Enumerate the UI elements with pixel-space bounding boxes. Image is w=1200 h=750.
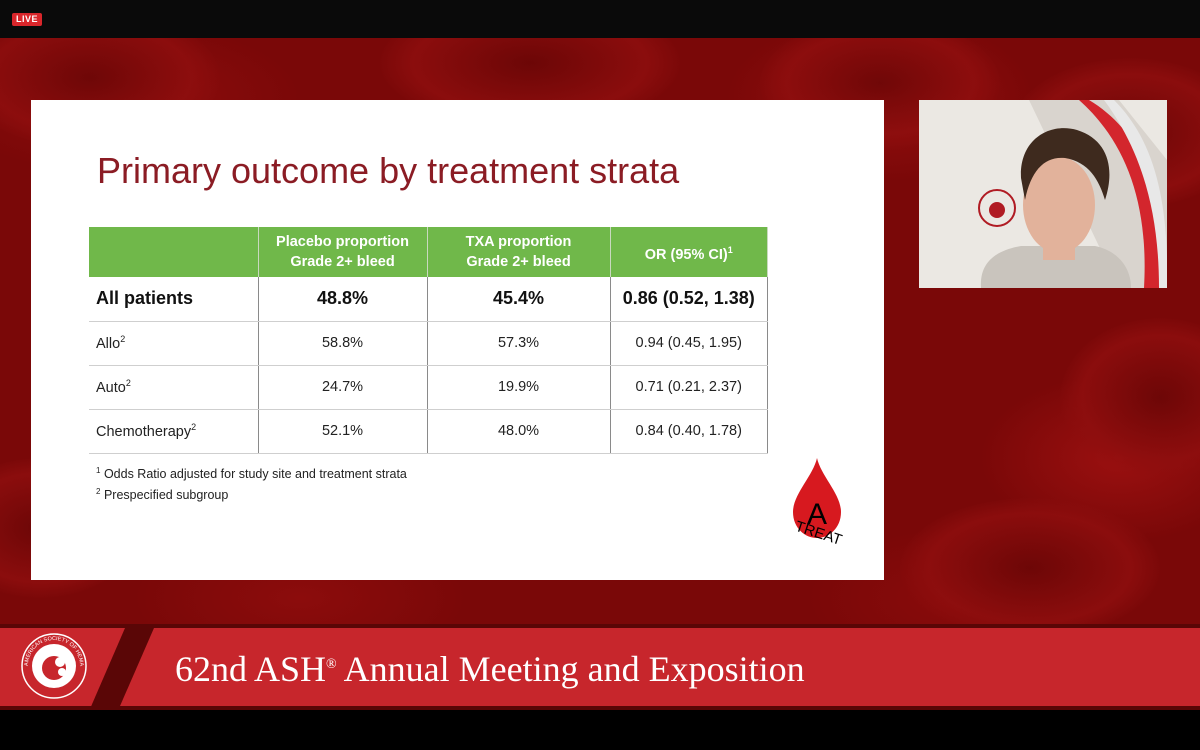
strata-table: Placebo proportion Grade 2+ bleed TXA pr… [89, 227, 768, 454]
placebo-value: 58.8% [258, 321, 428, 366]
txa-value: 48.0% [427, 409, 611, 454]
row-label: All patients [89, 277, 259, 322]
or-value: 0.86 (0.52, 1.38) [610, 277, 768, 322]
or-value: 0.84 (0.40, 1.78) [610, 409, 768, 454]
live-badge: LIVE [12, 13, 43, 26]
row-label: Chemotherapy2 [89, 409, 259, 454]
ash-seal-logo: AMERICAN SOCIETY OF HEMATOLOGY [20, 632, 87, 699]
meeting-title: 62nd ASH® Annual Meeting and Exposition [175, 649, 805, 689]
row-label: Allo2 [89, 321, 259, 366]
table-header-or: OR (95% CI)1 [610, 227, 768, 277]
stream-top-bar: LIVE [0, 0, 1200, 38]
a-treat-logo: A TREAT [793, 458, 844, 546]
footnotes: 1 Odds Ratio adjusted for study site and… [96, 462, 407, 504]
banner-title-panel [120, 628, 1200, 706]
table-header-empty [89, 227, 259, 277]
footnote: 1 Odds Ratio adjusted for study site and… [96, 466, 407, 482]
table-header-txa: TXA proportion Grade 2+ bleed [427, 227, 611, 277]
or-value: 0.71 (0.21, 2.37) [610, 365, 768, 410]
speaker-webcam [919, 100, 1167, 288]
slide-title: Primary outcome by treatment strata [97, 150, 680, 191]
placebo-value: 24.7% [258, 365, 428, 410]
presentation-slide: Primary outcome by treatment strata Plac… [31, 100, 884, 580]
table-row: Chemotherapy2 52.1% 48.0% 0.84 (0.40, 1.… [89, 409, 768, 454]
table-header-row: Placebo proportion Grade 2+ bleed TXA pr… [89, 227, 768, 277]
txa-value: 19.9% [427, 365, 611, 410]
table-header-placebo: Placebo proportion Grade 2+ bleed [258, 227, 428, 277]
placebo-value: 48.8% [258, 277, 428, 322]
table-row: Allo2 58.8% 57.3% 0.94 (0.45, 1.95) [89, 321, 768, 366]
placebo-value: 52.1% [258, 409, 428, 454]
table-row: All patients 48.8% 45.4% 0.86 (0.52, 1.3… [89, 277, 768, 322]
txa-value: 57.3% [427, 321, 611, 366]
row-label: Auto2 [89, 365, 259, 410]
table-row: Auto2 24.7% 19.9% 0.71 (0.21, 2.37) [89, 365, 768, 410]
meeting-banner: AMERICAN SOCIETY OF HEMATOLOGY 62nd ASH®… [0, 624, 1200, 710]
or-value: 0.94 (0.45, 1.95) [610, 321, 768, 366]
svg-text:A: A [807, 498, 827, 531]
txa-value: 45.4% [427, 277, 611, 322]
stream-bottom-bar [0, 710, 1200, 750]
speaker-video-frame [919, 100, 1167, 288]
footnote: 2 Prespecified subgroup [96, 487, 229, 503]
